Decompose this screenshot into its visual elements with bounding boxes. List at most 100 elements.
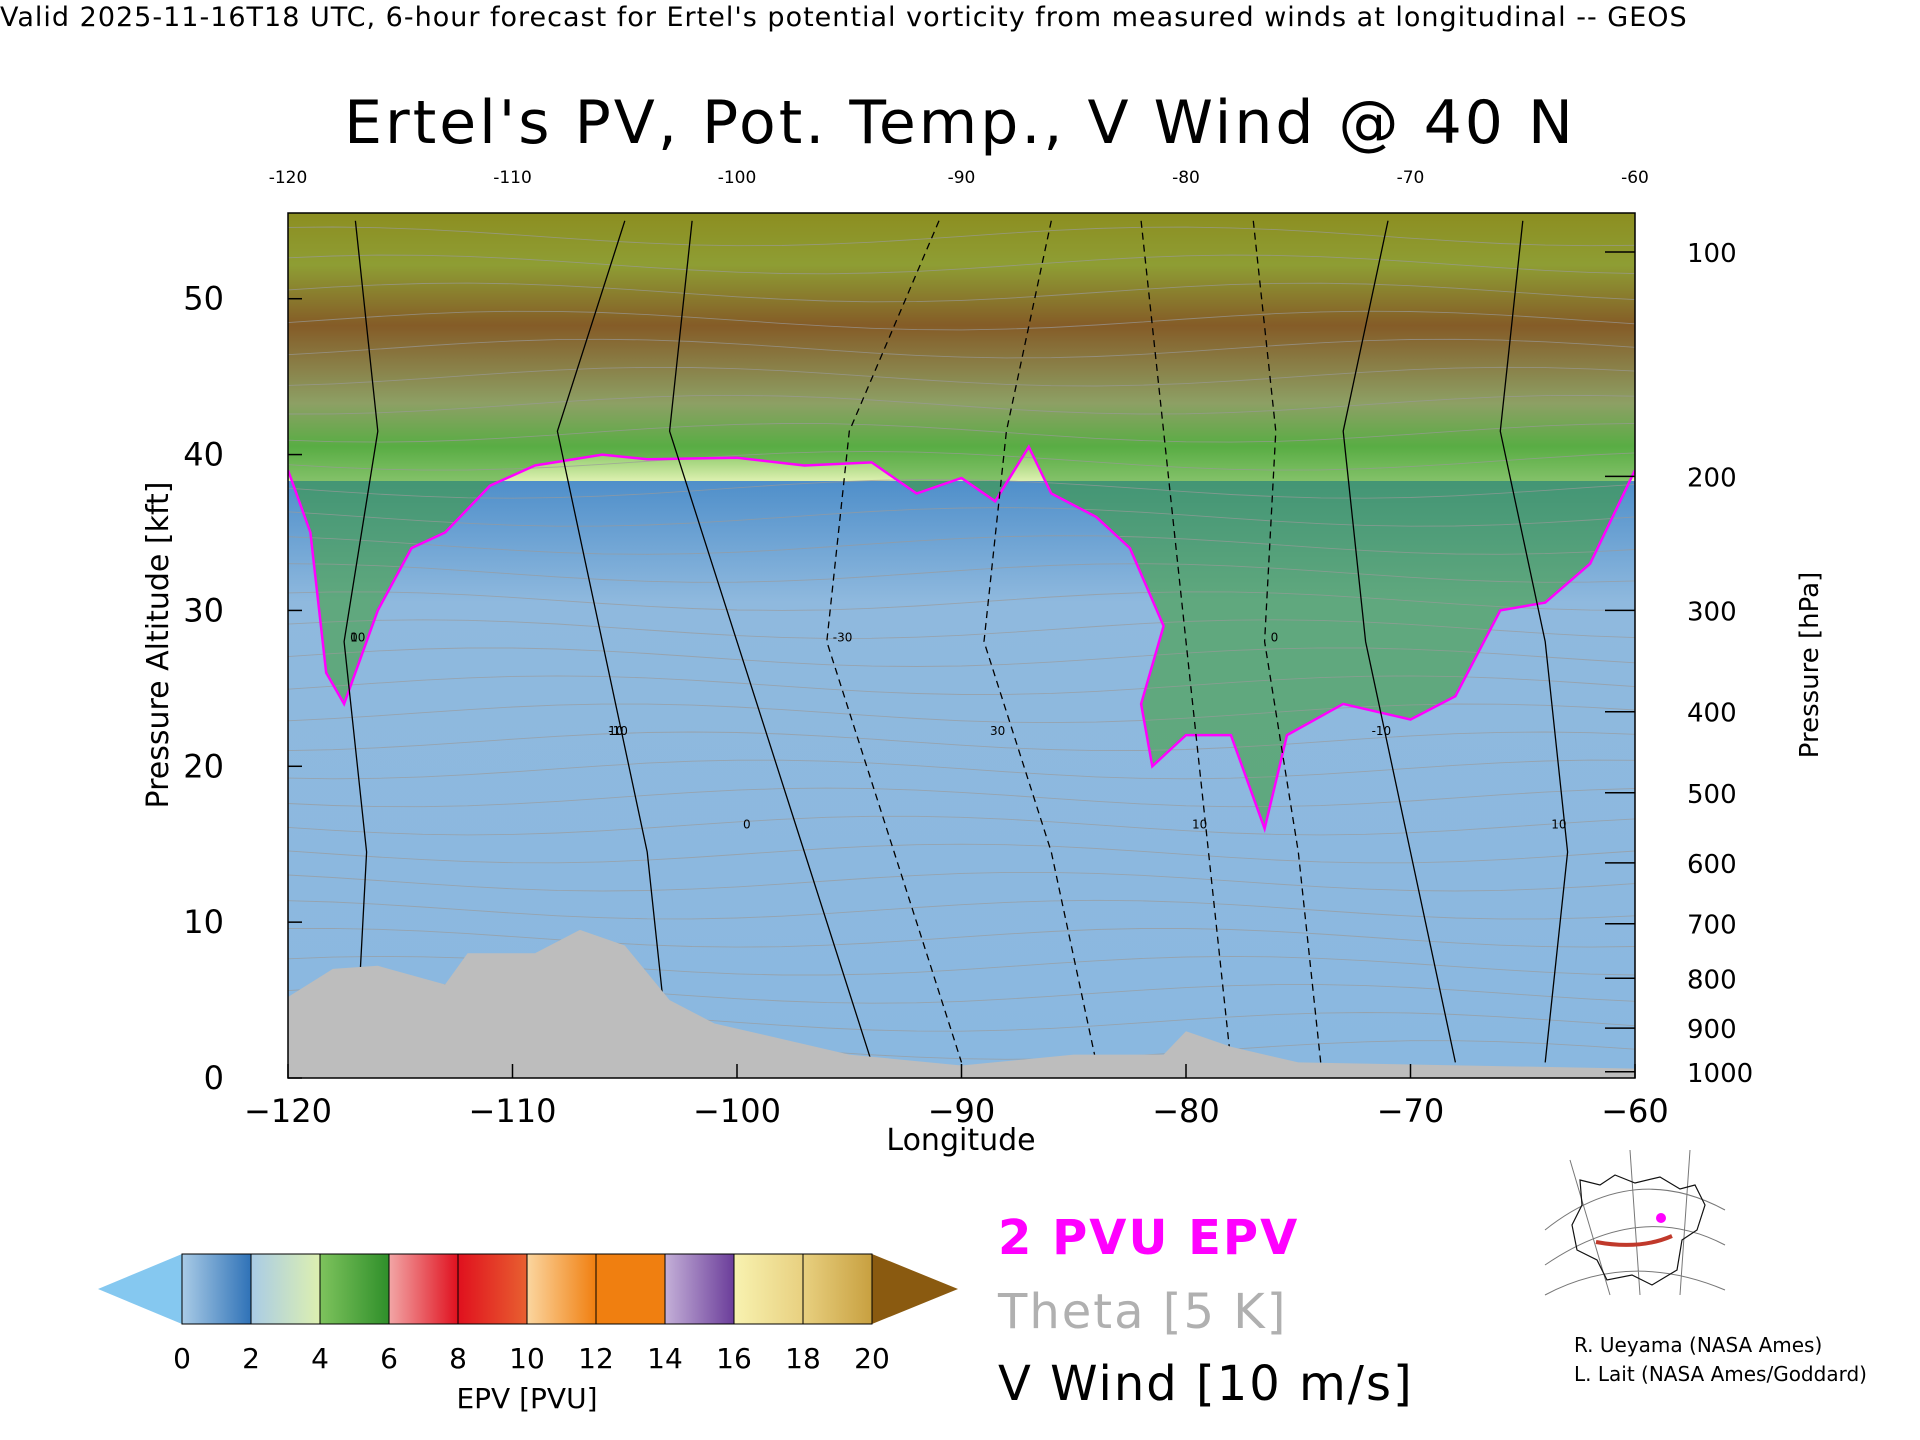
map-section-line bbox=[1595, 1234, 1673, 1247]
pressure-tick-label: 400 bbox=[1687, 699, 1737, 729]
colorbar-tick-label: 14 bbox=[647, 1342, 683, 1375]
y-tick-label: 10 bbox=[183, 903, 224, 941]
theta-contour bbox=[288, 366, 1635, 387]
theta-contour bbox=[288, 479, 1635, 499]
y-tick-label: 40 bbox=[183, 436, 224, 474]
top-tick-label: -90 bbox=[948, 168, 976, 188]
colorbar-tick-label: 0 bbox=[173, 1342, 191, 1375]
legend-v-wind: V Wind [10 m/s] bbox=[998, 1356, 1414, 1412]
map-coastlines bbox=[1571, 1174, 1706, 1286]
v-wind-contour-label: 0 bbox=[350, 631, 358, 645]
legend-epv: 2 PVU EPV bbox=[998, 1210, 1300, 1266]
colorbar-tick-label: 6 bbox=[380, 1342, 398, 1375]
x-tick-label: −90 bbox=[928, 1092, 996, 1130]
v-wind-contour-label: 0 bbox=[1271, 631, 1279, 645]
chart-title: Ertel's PV, Pot. Temp., V Wind @ 40 N bbox=[344, 88, 1576, 158]
v-wind-contour bbox=[668, 220, 873, 1063]
v-wind-contour bbox=[1499, 220, 1569, 1063]
theta-contour bbox=[288, 451, 1635, 471]
colorbar-tick-label: 2 bbox=[242, 1342, 260, 1375]
locator-map bbox=[1536, 1149, 1731, 1296]
colorbar-tick-label: 4 bbox=[311, 1342, 329, 1375]
v-wind-contour-label: -30 bbox=[833, 631, 853, 645]
theta-contour bbox=[288, 507, 1635, 527]
top-tick-label: -120 bbox=[269, 168, 308, 188]
top-tick-label: -110 bbox=[493, 168, 532, 188]
colorbar-tick-label: 20 bbox=[854, 1342, 890, 1375]
legend-theta: Theta [5 K] bbox=[998, 1284, 1288, 1340]
theta-contour bbox=[288, 535, 1635, 555]
pressure-tick-label: 600 bbox=[1687, 850, 1737, 880]
theta-contour bbox=[288, 422, 1635, 443]
pressure-axis-label: Pressure [hPa] bbox=[1795, 572, 1825, 759]
v-wind-contour-label: 10 bbox=[608, 724, 623, 738]
y-tick-label: 0 bbox=[204, 1059, 224, 1097]
colorbar-under-arrow bbox=[98, 1254, 182, 1324]
top-tick-label: -60 bbox=[1621, 168, 1649, 188]
x-axis-label: Longitude bbox=[886, 1123, 1035, 1158]
credit-line-1: R. Ueyama (NASA Ames) bbox=[1574, 1333, 1823, 1357]
v-wind-contour bbox=[826, 220, 963, 1063]
v-wind-contour bbox=[1342, 220, 1457, 1063]
v-wind-contour bbox=[556, 220, 671, 1063]
theta-contour bbox=[288, 254, 1635, 275]
theta-contour bbox=[288, 226, 1635, 247]
pressure-tick-label: 500 bbox=[1687, 780, 1737, 810]
colorbar-tick-label: 8 bbox=[449, 1342, 467, 1375]
colorbar-tick-label: 10 bbox=[509, 1342, 545, 1375]
epv-colorbar: 0 2 4 6 8 10 12 14 16 18 20 EPV [PVU] bbox=[98, 1253, 958, 1415]
v-wind-contour bbox=[983, 220, 1097, 1063]
v-wind-contour bbox=[1140, 220, 1232, 1063]
pressure-tick-label: 700 bbox=[1687, 911, 1737, 941]
colorbar-tick-label: 18 bbox=[785, 1342, 821, 1375]
y-tick-label: 20 bbox=[183, 747, 224, 785]
x-tick-label: −100 bbox=[693, 1092, 781, 1130]
top-tick-label: -70 bbox=[1397, 168, 1425, 188]
v-wind-contour-label: 10 bbox=[1192, 818, 1207, 832]
top-tick-label: -100 bbox=[718, 168, 757, 188]
pressure-tick-label: 800 bbox=[1687, 965, 1737, 995]
header-line: Valid 2025-11-16T18 UTC, 6-hour forecast… bbox=[0, 2, 1688, 33]
x-tick-label: −80 bbox=[1152, 1092, 1220, 1130]
theta-contour bbox=[288, 563, 1635, 583]
v-wind-contour-label: 30 bbox=[990, 724, 1005, 738]
credit-line-2: L. Lait (NASA Ames/Goddard) bbox=[1574, 1362, 1867, 1386]
theta-contour bbox=[288, 310, 1635, 331]
map-marker bbox=[1656, 1213, 1666, 1223]
theta-contour bbox=[288, 871, 1635, 892]
map-graticule bbox=[1544, 1149, 1726, 1296]
theta-contour bbox=[288, 394, 1635, 415]
theta-contour bbox=[288, 703, 1635, 724]
v-wind-contour-label: -10 bbox=[1372, 724, 1392, 738]
pressure-tick-label: 300 bbox=[1687, 597, 1737, 627]
colorbar-tick-label: 12 bbox=[578, 1342, 614, 1375]
pressure-tick-label: 100 bbox=[1687, 239, 1737, 269]
v-wind-contour bbox=[343, 220, 379, 1063]
x-tick-label: −70 bbox=[1377, 1092, 1445, 1130]
v-wind-contour bbox=[1252, 220, 1322, 1063]
colorbar-label: EPV [PVU] bbox=[456, 1382, 597, 1415]
x-tick-label: −110 bbox=[469, 1092, 557, 1130]
theta-contour bbox=[288, 759, 1635, 780]
theta-contour bbox=[288, 787, 1635, 808]
theta-contour bbox=[288, 282, 1635, 303]
theta-contour bbox=[288, 619, 1635, 639]
v-wind-contour-label: 10 bbox=[350, 631, 365, 645]
v-wind-contour-label: -10 bbox=[608, 724, 628, 738]
terrain-mask bbox=[288, 929, 1635, 1078]
theta-contour bbox=[288, 338, 1635, 359]
top-tick-label: -80 bbox=[1172, 168, 1200, 188]
epv-2pvu-contour bbox=[288, 444, 1635, 833]
stratosphere-region bbox=[288, 213, 1635, 829]
pressure-tick-label: 900 bbox=[1687, 1015, 1737, 1045]
theta-contour bbox=[288, 591, 1635, 611]
v-wind-contour-label: 10 bbox=[1551, 818, 1566, 832]
y-tick-label: 50 bbox=[183, 280, 224, 318]
theta-contour bbox=[288, 647, 1635, 667]
theta-contour bbox=[288, 815, 1635, 836]
theta-contour bbox=[288, 899, 1635, 920]
y-axis-label: Pressure Altitude [kft] bbox=[141, 482, 176, 809]
x-tick-label: −120 bbox=[244, 1092, 332, 1130]
pressure-tick-label: 1000 bbox=[1687, 1059, 1753, 1089]
